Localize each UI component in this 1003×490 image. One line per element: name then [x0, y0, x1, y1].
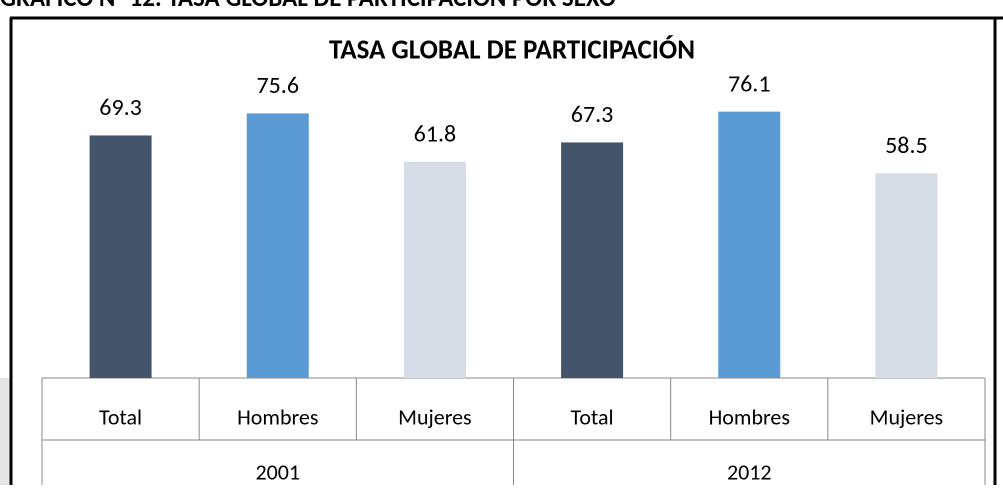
- bar: [246, 113, 309, 379]
- group-label: 2012: [727, 458, 772, 485]
- value-label: 76.1: [728, 69, 771, 98]
- bar: [89, 135, 152, 378]
- heading: GRÁFICO N° 12: TASA GLOBAL DE PARTICIPAC…: [0, 0, 616, 13]
- value-label: 67.3: [571, 100, 614, 129]
- x-tick-label: Total: [99, 403, 142, 430]
- bar: [718, 111, 781, 379]
- chart-title: TASA GLOBAL DE PARTICIPACIÓN: [329, 34, 695, 67]
- bar: [561, 142, 624, 378]
- bar: [403, 161, 466, 378]
- x-tick-label: Total: [571, 403, 614, 430]
- value-label: 69.3: [99, 93, 142, 122]
- value-label: 75.6: [256, 71, 299, 100]
- value-label: 58.5: [885, 131, 928, 160]
- x-tick-label: Hombres: [709, 403, 790, 430]
- bar: [875, 173, 938, 378]
- x-tick-label: Mujeres: [870, 403, 944, 430]
- shadow: [0, 378, 10, 485]
- value-label: 61.8: [414, 119, 457, 148]
- x-tick-label: Hombres: [237, 403, 318, 430]
- group-label: 2001: [255, 458, 300, 485]
- x-tick-label: Mujeres: [398, 403, 472, 430]
